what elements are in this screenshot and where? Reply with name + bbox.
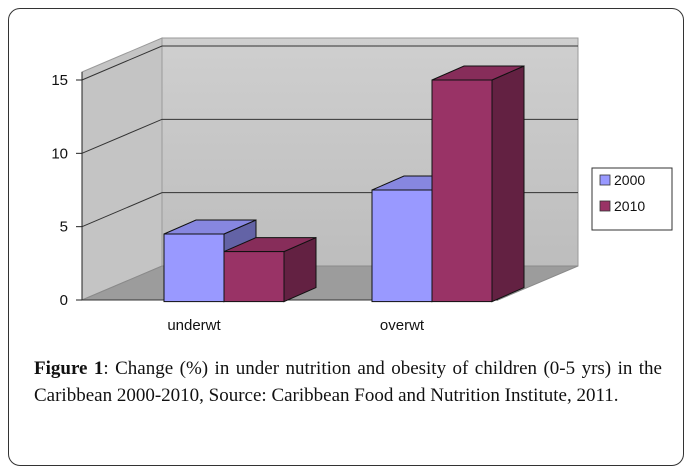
gridline: [81, 45, 578, 81]
legend-label: 2000: [614, 172, 645, 188]
chart: 0 5 10 15 underwt overwt 2000 2010: [20, 20, 680, 350]
y-tick-label: 10: [51, 145, 68, 162]
bar-front: [431, 79, 493, 303]
y-tick-label: 5: [60, 219, 68, 236]
bar-front: [223, 251, 285, 303]
y-tick-label: 15: [51, 72, 68, 89]
caption-text: : Change (%) in under nutrition and obes…: [34, 358, 662, 406]
bar-side: [491, 65, 525, 303]
bar-2010-underwt: [223, 236, 317, 303]
bar-chart: 0 5 10 15 underwt overwt 2000 2010: [51, 37, 673, 334]
x-category-label: underwt: [167, 317, 221, 334]
legend-swatch: [599, 174, 611, 186]
bar-2010-overwt: [431, 65, 525, 303]
y-tick-label: 0: [60, 292, 68, 309]
bar-front: [163, 233, 225, 303]
legend-label: 2010: [614, 198, 645, 214]
caption-label: Figure 1: [34, 358, 104, 379]
chart-side-wall: [81, 37, 163, 301]
legend-swatch: [599, 200, 611, 212]
x-category-label: overwt: [380, 317, 425, 334]
figure-caption: Figure 1: Change (%) in under nutrition …: [34, 355, 662, 409]
bar-front: [371, 189, 433, 303]
